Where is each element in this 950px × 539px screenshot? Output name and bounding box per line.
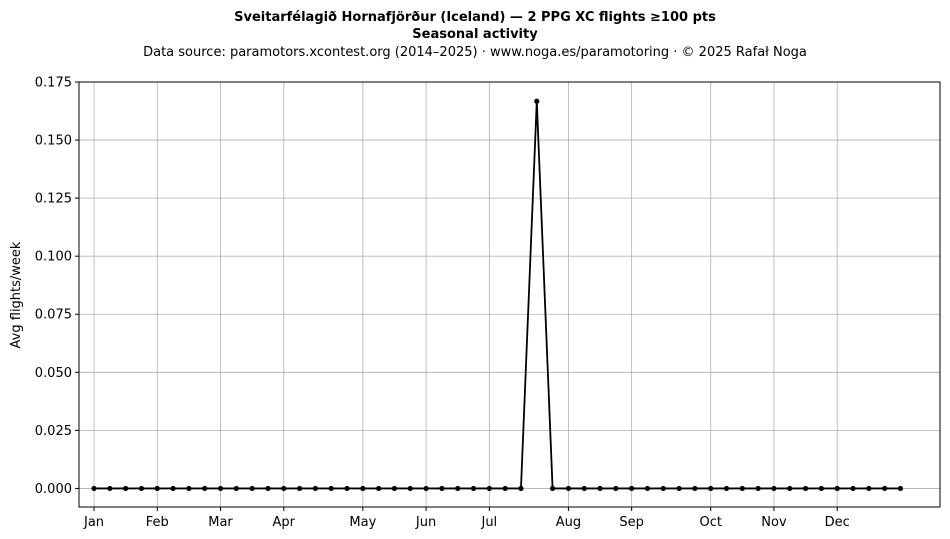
data-point bbox=[281, 485, 287, 492]
x-tick-label: Apr bbox=[273, 515, 296, 530]
chart-title: Sveitarfélagið Hornafjörður (Iceland) — … bbox=[234, 10, 716, 25]
data-point bbox=[249, 485, 255, 492]
data-point bbox=[565, 485, 572, 492]
data-point bbox=[265, 485, 271, 492]
data-point bbox=[549, 485, 556, 492]
data-point bbox=[455, 485, 461, 492]
data-point bbox=[376, 485, 382, 492]
data-point bbox=[217, 485, 224, 492]
data-point bbox=[328, 485, 334, 492]
data-point bbox=[470, 485, 477, 492]
x-tick-label: Feb bbox=[146, 515, 169, 530]
data-point bbox=[138, 485, 145, 492]
y-tick-label: 0.100 bbox=[35, 250, 72, 265]
data-point bbox=[644, 485, 651, 492]
data-point bbox=[360, 485, 366, 492]
x-tick-label: Mar bbox=[208, 515, 233, 530]
data-point bbox=[502, 485, 508, 492]
data-point bbox=[739, 485, 745, 492]
data-point bbox=[755, 485, 761, 492]
data-point bbox=[676, 485, 682, 492]
data-point bbox=[866, 485, 872, 492]
data-point bbox=[723, 485, 730, 492]
y-tick-label: 0.175 bbox=[35, 76, 72, 91]
y-tick-label: 0.150 bbox=[35, 134, 72, 149]
grid bbox=[79, 81, 940, 507]
series-line bbox=[94, 100, 901, 490]
data-point bbox=[154, 485, 160, 492]
data-point bbox=[787, 485, 793, 492]
data-point bbox=[882, 485, 888, 492]
y-axis-label: Avg flights/week bbox=[9, 241, 24, 348]
y-tick-label: 0.125 bbox=[35, 192, 72, 207]
x-tick-label: Nov bbox=[761, 515, 787, 530]
data-point bbox=[486, 485, 492, 492]
x-tick-label: Dec bbox=[825, 515, 850, 530]
data-point bbox=[534, 98, 540, 104]
y-tick-label: 0.075 bbox=[35, 308, 72, 323]
data-point bbox=[202, 485, 208, 492]
y-tick-label: 0.000 bbox=[35, 482, 72, 497]
data-point bbox=[708, 485, 714, 492]
data-point bbox=[518, 485, 524, 492]
axes: 0.000 0.025 0.050 0.075 0.100 0.125 0.150 0.175… bbox=[35, 76, 850, 531]
x-tick-label: May bbox=[349, 515, 376, 530]
series bbox=[91, 98, 904, 492]
data-point bbox=[439, 485, 445, 492]
data-point bbox=[597, 485, 603, 492]
data-point bbox=[407, 485, 413, 492]
data-point bbox=[170, 485, 176, 492]
x-tick-label: Jan bbox=[83, 515, 104, 530]
x-tick-label: Jun bbox=[415, 515, 436, 530]
data-point bbox=[296, 485, 303, 492]
data-point bbox=[850, 485, 856, 492]
data-point bbox=[344, 485, 350, 492]
y-tick-label: 0.050 bbox=[35, 366, 72, 381]
data-point bbox=[629, 485, 635, 492]
plot-frame bbox=[78, 81, 941, 508]
data-point bbox=[233, 485, 239, 492]
data-point bbox=[581, 485, 587, 492]
data-point bbox=[802, 485, 809, 492]
chart-subtitle: Seasonal activity bbox=[412, 27, 538, 42]
data-point bbox=[660, 485, 666, 492]
data-point bbox=[391, 485, 398, 492]
data-point bbox=[897, 485, 904, 492]
x-tick-label: Sep bbox=[619, 515, 644, 530]
data-point bbox=[771, 485, 777, 492]
data-point bbox=[107, 485, 113, 492]
data-point bbox=[423, 485, 429, 492]
chart-source-line: Data source: paramotors.xcontest.org (20… bbox=[143, 45, 807, 60]
y-tick-label: 0.025 bbox=[35, 424, 72, 439]
data-point bbox=[91, 485, 97, 492]
data-point bbox=[312, 485, 318, 492]
data-point bbox=[123, 485, 129, 492]
data-point bbox=[186, 485, 192, 492]
x-tick-label: Aug bbox=[556, 515, 581, 530]
data-point bbox=[692, 485, 698, 492]
data-point bbox=[613, 485, 619, 492]
data-point bbox=[818, 485, 825, 492]
x-tick-label: Jul bbox=[480, 515, 497, 530]
x-tick-label: Oct bbox=[699, 515, 721, 530]
data-point bbox=[834, 485, 840, 492]
